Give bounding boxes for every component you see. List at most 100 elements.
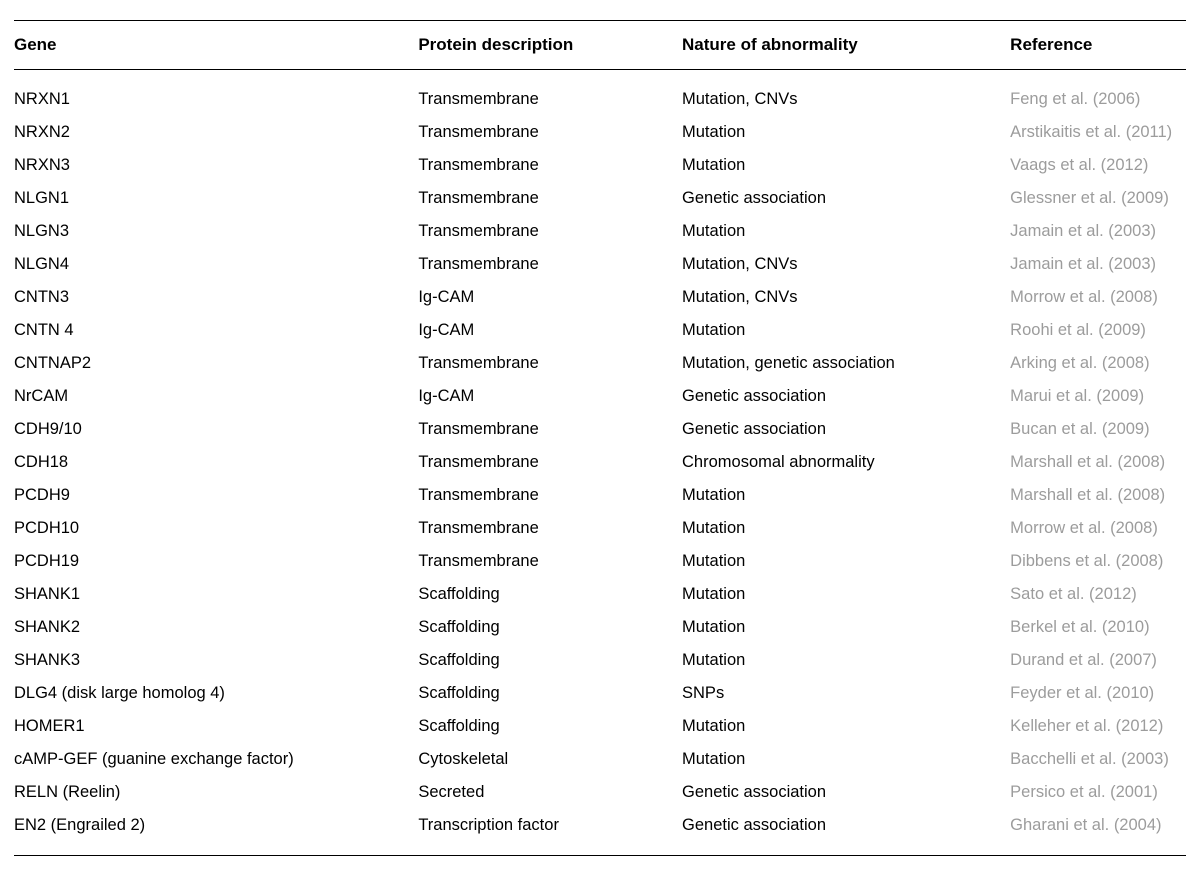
- cell-protein: Transmembrane: [418, 545, 682, 578]
- cell-protein: Transmembrane: [418, 149, 682, 182]
- cell-reference: Jamain et al. (2003): [1010, 215, 1186, 248]
- cell-nature: SNPs: [682, 677, 1010, 710]
- cell-protein: Scaffolding: [418, 578, 682, 611]
- cell-gene: SHANK1: [14, 578, 418, 611]
- cell-gene: DLG4 (disk large homolog 4): [14, 677, 418, 710]
- cell-nature: Mutation: [682, 611, 1010, 644]
- cell-gene: EN2 (Engrailed 2): [14, 809, 418, 856]
- table-row: CDH9/10TransmembraneGenetic associationB…: [14, 413, 1186, 446]
- table-row: HOMER1ScaffoldingMutationKelleher et al.…: [14, 710, 1186, 743]
- cell-protein: Transmembrane: [418, 347, 682, 380]
- cell-nature: Mutation, CNVs: [682, 281, 1010, 314]
- table-row: cAMP-GEF (guanine exchange factor)Cytosk…: [14, 743, 1186, 776]
- cell-nature: Mutation: [682, 479, 1010, 512]
- table-row: SHANK2ScaffoldingMutationBerkel et al. (…: [14, 611, 1186, 644]
- table-row: CNTN3Ig-CAMMutation, CNVsMorrow et al. (…: [14, 281, 1186, 314]
- cell-gene: NRXN3: [14, 149, 418, 182]
- cell-nature: Mutation, genetic association: [682, 347, 1010, 380]
- cell-protein: Transmembrane: [418, 70, 682, 117]
- cell-protein: Ig-CAM: [418, 380, 682, 413]
- cell-gene: HOMER1: [14, 710, 418, 743]
- table-row: PCDH10TransmembraneMutationMorrow et al.…: [14, 512, 1186, 545]
- cell-reference: Persico et al. (2001): [1010, 776, 1186, 809]
- cell-reference: Marshall et al. (2008): [1010, 479, 1186, 512]
- cell-nature: Mutation: [682, 710, 1010, 743]
- cell-nature: Mutation: [682, 743, 1010, 776]
- cell-nature: Mutation: [682, 116, 1010, 149]
- table-body: NRXN1TransmembraneMutation, CNVsFeng et …: [14, 70, 1186, 856]
- cell-protein: Transmembrane: [418, 479, 682, 512]
- cell-gene: NrCAM: [14, 380, 418, 413]
- cell-gene: CDH9/10: [14, 413, 418, 446]
- cell-reference: Berkel et al. (2010): [1010, 611, 1186, 644]
- cell-nature: Mutation: [682, 512, 1010, 545]
- table-row: NRXN3TransmembraneMutationVaags et al. (…: [14, 149, 1186, 182]
- cell-gene: NLGN4: [14, 248, 418, 281]
- cell-gene: NRXN1: [14, 70, 418, 117]
- cell-gene: CDH18: [14, 446, 418, 479]
- cell-nature: Genetic association: [682, 413, 1010, 446]
- cell-protein: Transmembrane: [418, 116, 682, 149]
- table-row: NLGN3TransmembraneMutationJamain et al. …: [14, 215, 1186, 248]
- cell-protein: Transmembrane: [418, 215, 682, 248]
- cell-nature: Mutation, CNVs: [682, 248, 1010, 281]
- cell-reference: Feyder et al. (2010): [1010, 677, 1186, 710]
- cell-nature: Mutation: [682, 149, 1010, 182]
- cell-nature: Genetic association: [682, 776, 1010, 809]
- cell-reference: Glessner et al. (2009): [1010, 182, 1186, 215]
- cell-protein: Ig-CAM: [418, 314, 682, 347]
- gene-table: Gene Protein description Nature of abnor…: [14, 20, 1186, 856]
- cell-reference: Feng et al. (2006): [1010, 70, 1186, 117]
- table-header: Gene Protein description Nature of abnor…: [14, 21, 1186, 70]
- column-header-protein: Protein description: [418, 21, 682, 70]
- column-header-reference: Reference: [1010, 21, 1186, 70]
- cell-nature: Mutation: [682, 545, 1010, 578]
- cell-protein: Transmembrane: [418, 182, 682, 215]
- table-row: SHANK1ScaffoldingMutationSato et al. (20…: [14, 578, 1186, 611]
- table-row: CNTN 4Ig-CAMMutationRoohi et al. (2009): [14, 314, 1186, 347]
- cell-gene: PCDH9: [14, 479, 418, 512]
- cell-nature: Mutation: [682, 314, 1010, 347]
- cell-nature: Mutation, CNVs: [682, 70, 1010, 117]
- cell-reference: Durand et al. (2007): [1010, 644, 1186, 677]
- cell-nature: Genetic association: [682, 182, 1010, 215]
- table-row: EN2 (Engrailed 2)Transcription factorGen…: [14, 809, 1186, 856]
- cell-nature: Genetic association: [682, 380, 1010, 413]
- cell-protein: Ig-CAM: [418, 281, 682, 314]
- cell-protein: Scaffolding: [418, 677, 682, 710]
- table-row: NRXN1TransmembraneMutation, CNVsFeng et …: [14, 70, 1186, 117]
- cell-protein: Scaffolding: [418, 611, 682, 644]
- table-row: CDH18TransmembraneChromosomal abnormalit…: [14, 446, 1186, 479]
- cell-nature: Mutation: [682, 644, 1010, 677]
- cell-nature: Mutation: [682, 578, 1010, 611]
- cell-reference: Jamain et al. (2003): [1010, 248, 1186, 281]
- cell-reference: Arking et al. (2008): [1010, 347, 1186, 380]
- table-row: NRXN2TransmembraneMutationArstikaitis et…: [14, 116, 1186, 149]
- table-row: DLG4 (disk large homolog 4)ScaffoldingSN…: [14, 677, 1186, 710]
- table-row: NrCAMIg-CAMGenetic associationMarui et a…: [14, 380, 1186, 413]
- cell-gene: CNTN3: [14, 281, 418, 314]
- header-row: Gene Protein description Nature of abnor…: [14, 21, 1186, 70]
- column-header-nature: Nature of abnormality: [682, 21, 1010, 70]
- cell-gene: SHANK3: [14, 644, 418, 677]
- cell-protein: Transmembrane: [418, 446, 682, 479]
- cell-gene: NLGN3: [14, 215, 418, 248]
- table-row: NLGN4TransmembraneMutation, CNVsJamain e…: [14, 248, 1186, 281]
- column-header-gene: Gene: [14, 21, 418, 70]
- table-row: NLGN1TransmembraneGenetic associationGle…: [14, 182, 1186, 215]
- cell-reference: Kelleher et al. (2012): [1010, 710, 1186, 743]
- cell-nature: Chromosomal abnormality: [682, 446, 1010, 479]
- cell-nature: Mutation: [682, 215, 1010, 248]
- table-row: PCDH9TransmembraneMutationMarshall et al…: [14, 479, 1186, 512]
- cell-gene: PCDH19: [14, 545, 418, 578]
- cell-reference: Marui et al. (2009): [1010, 380, 1186, 413]
- cell-reference: Arstikaitis et al. (2011): [1010, 116, 1186, 149]
- cell-reference: Marshall et al. (2008): [1010, 446, 1186, 479]
- table-row: SHANK3ScaffoldingMutationDurand et al. (…: [14, 644, 1186, 677]
- cell-gene: CNTNAP2: [14, 347, 418, 380]
- cell-nature: Genetic association: [682, 809, 1010, 856]
- cell-reference: Bacchelli et al. (2003): [1010, 743, 1186, 776]
- cell-reference: Morrow et al. (2008): [1010, 281, 1186, 314]
- cell-reference: Roohi et al. (2009): [1010, 314, 1186, 347]
- cell-reference: Sato et al. (2012): [1010, 578, 1186, 611]
